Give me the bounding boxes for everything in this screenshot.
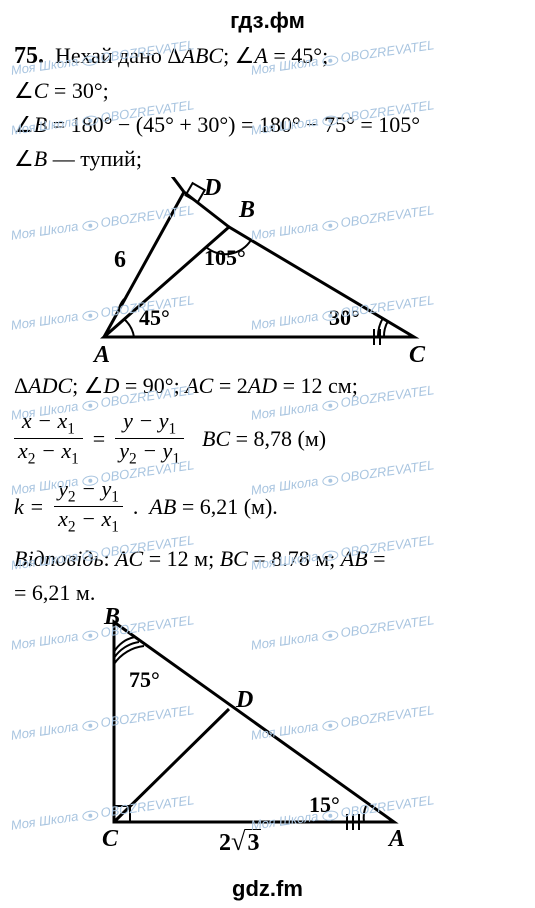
text: BC xyxy=(220,546,248,571)
text: = xyxy=(368,546,386,571)
problem-number: 75. xyxy=(14,43,44,69)
text: = 90°; xyxy=(119,373,185,398)
text: x xyxy=(18,438,28,463)
answer-line-2: = 6,21 м. xyxy=(14,578,521,608)
text: 2 xyxy=(68,488,76,505)
text: ; ∠ xyxy=(223,43,254,68)
label-C2: C xyxy=(102,826,118,853)
text: C xyxy=(34,78,49,103)
label-D2: D xyxy=(236,687,253,714)
text: ; ∠ xyxy=(72,373,103,398)
triangle-diagram-1 xyxy=(84,177,444,367)
line-4: ∠B — тупий; xyxy=(14,144,521,174)
text: x xyxy=(58,506,68,531)
label-75: 75° xyxy=(129,667,160,693)
equals: = xyxy=(93,426,105,452)
text: 2 xyxy=(129,451,137,468)
text: ∠ xyxy=(14,146,34,171)
label-105: 105° xyxy=(204,245,246,271)
text: y xyxy=(58,476,68,501)
text: Δ xyxy=(14,373,28,398)
text: = 45°; xyxy=(268,43,328,68)
text: BC xyxy=(202,426,230,451)
label-D: D xyxy=(204,175,221,202)
text: AD xyxy=(248,373,277,398)
label-B: B xyxy=(239,197,255,224)
label-A: A xyxy=(94,342,110,369)
triangle-diagram-2 xyxy=(74,612,414,852)
text: − x xyxy=(76,506,112,531)
text: ADC xyxy=(28,373,72,398)
label-A2: A xyxy=(389,826,405,853)
text: — тупий; xyxy=(47,146,142,171)
text: − x xyxy=(35,438,71,463)
frac-right: y − y1 y2 − y1 xyxy=(115,409,184,469)
footer: gdz.fm xyxy=(0,876,535,902)
equation-1: x − x1 x2 − x1 = y − y1 y2 − y1 BC = 8,7… xyxy=(14,409,521,469)
text: x − x xyxy=(22,408,67,433)
diagram-1: A B C D 6 45° 105° 30° xyxy=(84,177,444,367)
text: = 12 см; xyxy=(277,373,358,398)
line-2: ∠C = 30°; xyxy=(14,76,521,106)
text: B xyxy=(34,146,47,171)
text: = 180° − (45° + 30°) = 180° − 75° = 105° xyxy=(47,112,420,137)
label-45: 45° xyxy=(139,305,170,331)
text: AC xyxy=(185,373,213,398)
label-2root3: 23 xyxy=(219,826,261,857)
header: гдз.фм xyxy=(14,8,521,34)
text: 3 xyxy=(245,829,261,856)
diagram-2: B C A D 75° 15° 23 xyxy=(74,612,414,862)
line-1: 75. Нехай дано ΔABC; ∠A = 45°; xyxy=(14,40,521,72)
text: D xyxy=(104,373,120,398)
text: B xyxy=(34,112,47,137)
text: AB xyxy=(149,494,176,519)
text: Нехай дано Δ xyxy=(55,43,182,68)
text: − y xyxy=(137,438,173,463)
text: 1 xyxy=(71,451,79,468)
answer-line: Відповідь: AC = 12 м; BC = 8.78 м; AB = xyxy=(14,544,521,574)
answer-label: Відповідь xyxy=(14,546,103,571)
text: = 6,21 м. xyxy=(14,580,95,605)
label-15: 15° xyxy=(309,792,340,818)
text: 1 xyxy=(111,519,119,536)
text: 1 xyxy=(111,488,119,505)
text: ABC xyxy=(182,43,224,68)
line-3: ∠B = 180° − (45° + 30°) = 180° − 75° = 1… xyxy=(14,110,521,140)
text: = 30°; xyxy=(48,78,108,103)
text: y xyxy=(119,438,129,463)
label-C: C xyxy=(409,342,425,369)
text: 2 xyxy=(68,519,76,536)
text: k = xyxy=(14,494,44,520)
text: = 2 xyxy=(213,373,247,398)
text: ∠ xyxy=(14,112,34,137)
text: 1 xyxy=(168,421,176,438)
frac-k: y2 − y1 x2 − x1 xyxy=(54,477,123,537)
text: y − y xyxy=(123,408,168,433)
text: A xyxy=(254,43,267,68)
text: ∠ xyxy=(14,78,34,103)
text: = 12 м; xyxy=(143,546,219,571)
text: 1 xyxy=(172,451,180,468)
text: AC xyxy=(115,546,143,571)
label-B2: B xyxy=(104,604,120,631)
frac-left: x − x1 x2 − x1 xyxy=(14,409,83,469)
text: AB xyxy=(341,546,368,571)
text: 1 xyxy=(67,421,75,438)
label-30: 30° xyxy=(329,305,360,331)
text: = 8,78 (м) xyxy=(230,426,326,451)
equation-2: k = y2 − y1 x2 − x1 . AB = 6,21 (м). xyxy=(14,477,521,537)
text: = 6,21 (м). xyxy=(176,494,277,519)
text: 2 xyxy=(219,830,231,856)
text: − y xyxy=(76,476,112,501)
label-6: 6 xyxy=(114,247,126,274)
text: = 8.78 м; xyxy=(248,546,341,571)
line-5: ΔADC; ∠D = 90°; AC = 2AD = 12 см; xyxy=(14,371,521,401)
